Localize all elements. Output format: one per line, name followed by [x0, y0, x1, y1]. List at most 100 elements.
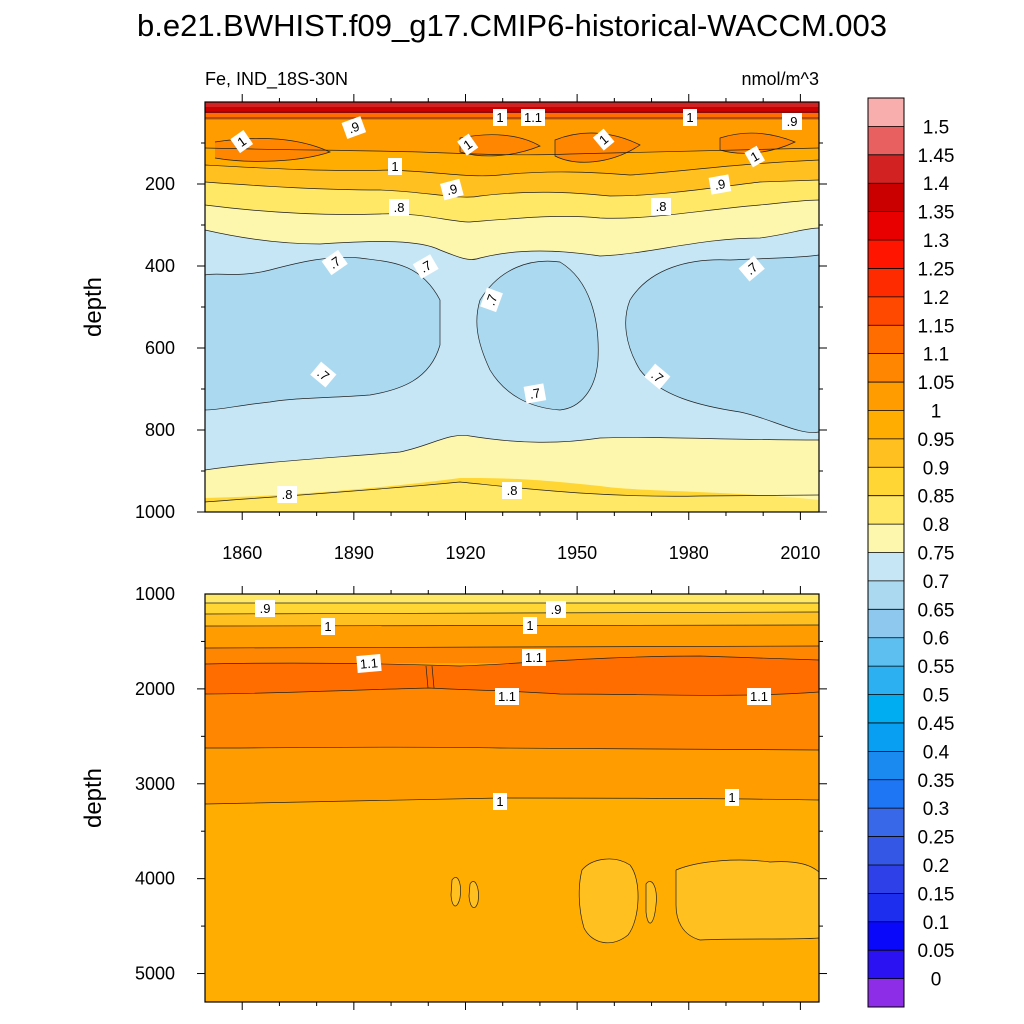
colorbar-label: 0.65 — [918, 600, 955, 621]
colorbar-swatch — [868, 495, 904, 525]
top-x-tick-label: 2010 — [780, 543, 820, 563]
colorbar-swatch — [868, 98, 904, 127]
top-x-tick-label: 1890 — [334, 543, 374, 563]
bottom-contour-label: 1.1 — [498, 689, 516, 704]
colorbar-label: 0.4 — [923, 742, 950, 763]
colorbar-swatch — [868, 353, 904, 383]
colorbar-label: 1.25 — [918, 259, 955, 280]
bottom-contour-label: 1.1 — [359, 655, 378, 672]
top-contour-lines — [205, 111, 819, 503]
bottom-fill-100-lower — [205, 747, 819, 804]
colorbar-label: 0.95 — [918, 430, 955, 451]
colorbar-swatch — [868, 808, 904, 837]
colorbar-swatch — [868, 921, 904, 951]
top-fill-065-mid — [476, 261, 599, 410]
top-y-tick-label: 200 — [145, 174, 175, 194]
top-y-axis-label: depth — [80, 277, 107, 337]
bottom-fill-080 — [205, 594, 819, 604]
colorbar-swatch — [868, 836, 904, 866]
bottom-x-axis — [241, 586, 801, 1010]
top-x-tick-label: 1950 — [557, 543, 597, 563]
colorbar-swatch — [868, 580, 904, 610]
bottom-panel — [205, 594, 819, 1002]
top-fill-065-left — [205, 257, 440, 410]
colorbar-label: 1.2 — [923, 288, 949, 309]
top-y-tick-label: 400 — [145, 256, 175, 276]
colorbar-label: 1.15 — [918, 316, 955, 337]
bottom-fill-100 — [205, 625, 819, 648]
top-contour-label: 1 — [391, 159, 398, 174]
bottom-contour-label: 1 — [496, 794, 503, 809]
colorbar-label: 0.25 — [918, 828, 955, 849]
bottom-y-axis-label: depth — [80, 768, 107, 828]
bottom-contour-label: .9 — [551, 602, 562, 617]
colorbar-label: 0.45 — [918, 714, 955, 735]
colorbar-label: 0.5 — [923, 686, 949, 707]
top-fill-105-d — [720, 133, 795, 154]
colorbar-label: 0.05 — [918, 941, 955, 962]
colorbar: 1.5 1.45 1.4 1.35 1.3 1.25 1.2 1.15 1.1 1.05 1 0.95… — [867, 97, 955, 1008]
bottom-fill-085 — [205, 603, 819, 614]
bottom-contour-label: 1 — [526, 618, 533, 633]
top-fill-065-right — [625, 255, 819, 433]
colorbar-label: 0.55 — [918, 657, 955, 678]
top-x-tick-label: 1920 — [445, 543, 485, 563]
top-contour-labels: 1 .9 1 1.1 1 1 1 .9 1 1 .9 .9 .8 .8 .7 .… — [230, 109, 802, 503]
bottom-fill-090-a — [579, 858, 639, 943]
top-y-axis: 200 400 600 800 1000 — [135, 142, 827, 522]
bottom-y-tick-label: 4000 — [135, 869, 175, 889]
colorbar-label: 0.85 — [918, 487, 955, 508]
colorbar-label: 1.3 — [923, 231, 949, 252]
top-contour-label: .8 — [507, 483, 518, 498]
top-fill-140 — [205, 102, 819, 107]
colorbar-label: 0.3 — [923, 799, 949, 820]
bottom-contour-label: 1.1 — [750, 689, 768, 704]
colorbar-label: 0.35 — [918, 771, 955, 792]
colorbar-label: 1.05 — [918, 373, 955, 394]
colorbar-swatch — [868, 978, 904, 1008]
bottom-fill-090-b — [676, 860, 819, 940]
top-x-tick-label: 1860 — [222, 543, 262, 563]
chart-title: b.e21.BWHIST.f09_g17.CMIP6-historical-WA… — [137, 8, 887, 43]
colorbar-frame — [867, 97, 905, 1008]
top-contour-label: .9 — [713, 176, 726, 193]
colorbar-swatch — [868, 467, 904, 496]
colorbar-label: 0.2 — [923, 856, 949, 877]
colorbar-swatch — [868, 950, 904, 979]
colorbar-swatch — [868, 126, 904, 156]
top-x-axis: 1860 1890 1920 1950 1980 2010 — [222, 94, 820, 563]
colorbar-swatch — [868, 183, 904, 212]
top-contour-label: 1 — [496, 110, 503, 125]
top-contour-label: .8 — [282, 487, 293, 502]
top-x-tick-label: 1980 — [669, 543, 709, 563]
colorbar-swatch — [868, 779, 904, 809]
colorbar-swatch — [868, 864, 904, 894]
bottom-y-tick-label: 1000 — [135, 584, 175, 604]
top-contour-label: .8 — [656, 199, 667, 214]
top-contour-label: .9 — [787, 114, 798, 129]
top-y-tick-label: 600 — [145, 338, 175, 358]
colorbar-label: 1.4 — [923, 174, 950, 195]
top-contour-label: 1.1 — [524, 110, 542, 125]
bottom-contour-label: 1 — [728, 790, 735, 805]
colorbar-label: 0.9 — [923, 458, 949, 479]
top-fill-075-lower — [205, 435, 819, 500]
colorbar-label: 0.1 — [923, 913, 949, 934]
colorbar-swatch — [868, 211, 904, 241]
colorbar-swatch — [868, 722, 904, 752]
bottom-fill-090 — [205, 612, 819, 626]
colorbar-label: 1 — [931, 401, 942, 422]
colorbar-label: 0.8 — [923, 515, 949, 536]
bottom-y-tick-label: 2000 — [135, 679, 175, 699]
colorbar-swatch — [868, 524, 904, 553]
top-contour-label: .9 — [445, 181, 459, 198]
colorbar-swatch — [868, 410, 904, 440]
colorbar-swatch — [868, 666, 904, 695]
top-fill-105-b — [460, 134, 540, 156]
bottom-fill-090-e — [469, 881, 479, 908]
bottom-y-tick-label: 5000 — [135, 964, 175, 984]
bottom-y-axis: 1000 2000 3000 4000 5000 — [135, 584, 827, 984]
bottom-fill-105-lower — [205, 688, 819, 750]
top-fill-110 — [205, 112, 819, 120]
